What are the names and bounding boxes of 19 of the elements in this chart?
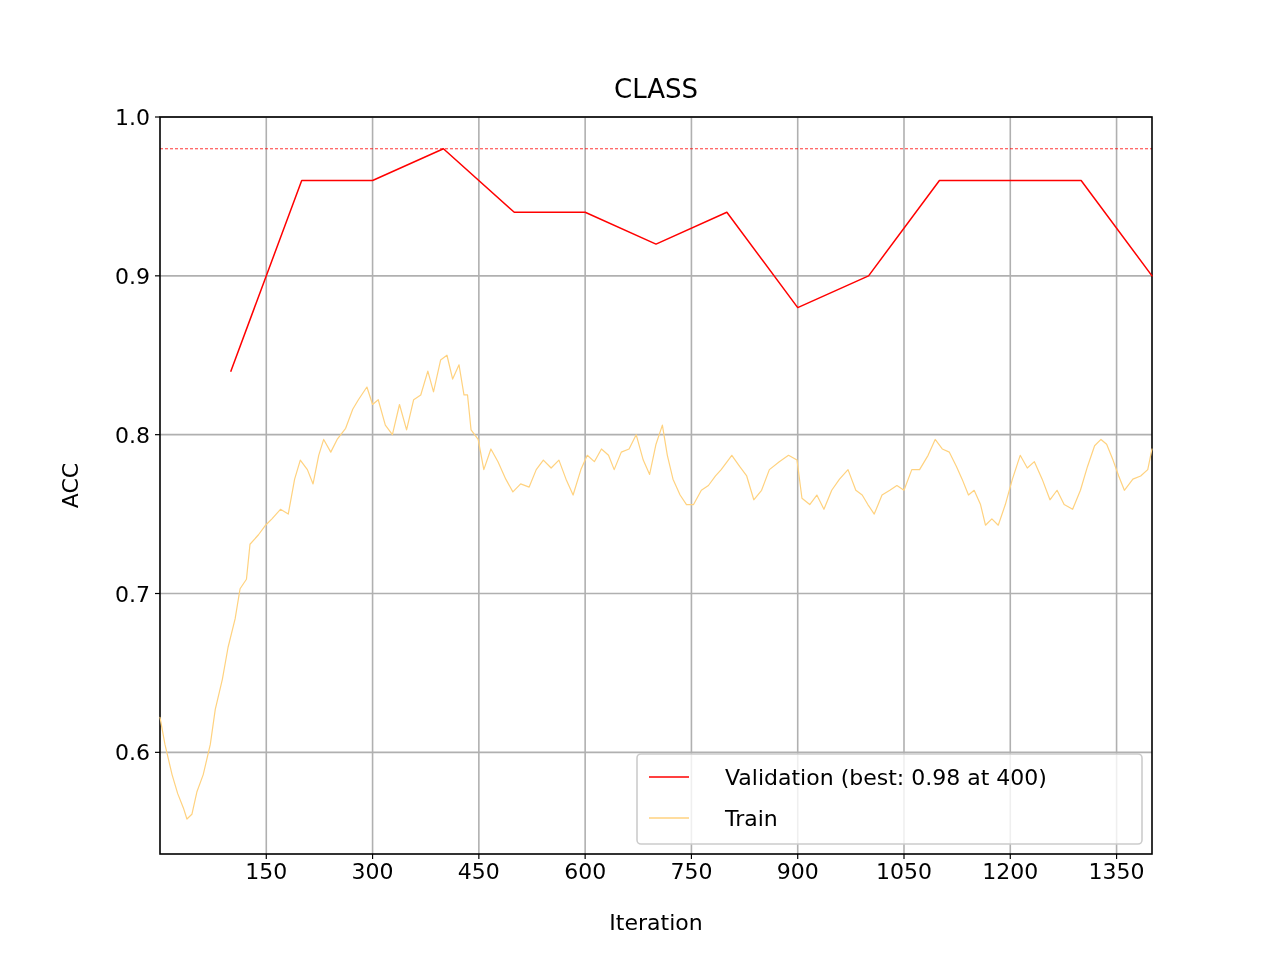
- y-tick-label: 0.8: [115, 422, 150, 448]
- y-axis-title: ACC: [58, 462, 83, 509]
- y-tick-label: 0.6: [115, 740, 150, 766]
- legend-label: Validation (best: 0.98 at 400): [725, 765, 1047, 790]
- x-tick-label: 1350: [1088, 859, 1145, 884]
- x-axis-title: Iteration: [609, 910, 703, 935]
- x-tick-label: 1200: [982, 859, 1039, 884]
- legend-label: Train: [724, 806, 778, 831]
- y-tick-label: 0.9: [115, 263, 150, 289]
- chart-title: CLASS: [613, 74, 699, 104]
- x-tick-label: 450: [457, 859, 500, 884]
- x-tick-label: 300: [351, 859, 394, 884]
- x-tick-label: 600: [564, 859, 607, 884]
- y-tick-label: 0.7: [115, 581, 150, 607]
- x-tick-label: 750: [670, 859, 713, 884]
- x-tick-label: 150: [245, 859, 288, 884]
- x-tick-label: 900: [776, 859, 819, 884]
- x-tick-label: 1050: [876, 859, 932, 884]
- y-tick-label: 1.0: [115, 105, 150, 130]
